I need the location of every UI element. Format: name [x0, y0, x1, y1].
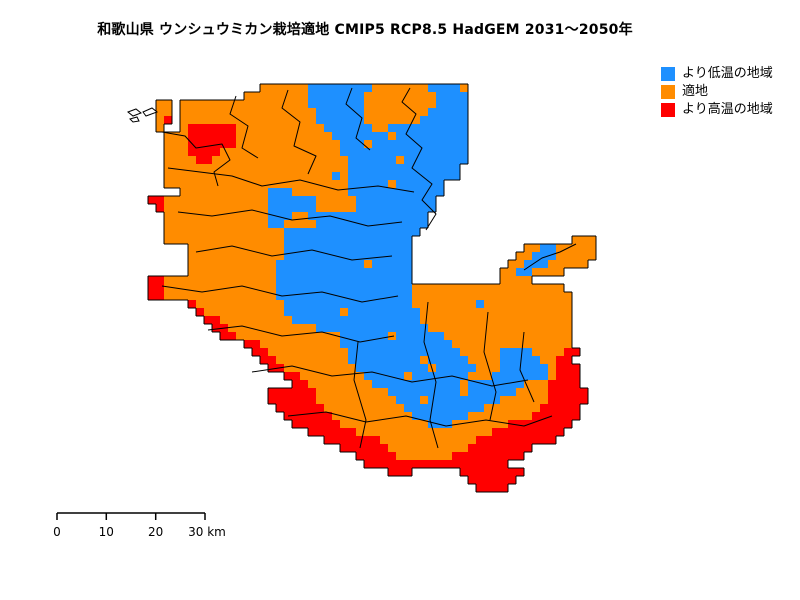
legend-swatch-warmer-icon	[661, 102, 675, 117]
legend-item-cooler: より低温の地域	[661, 66, 773, 81]
legend-label-cooler: より低温の地域	[682, 66, 773, 81]
scale-label-10: 10	[99, 525, 114, 539]
legend-swatch-cooler-icon	[661, 66, 675, 81]
legend-item-suitable: 適地	[661, 84, 773, 99]
map-title: 和歌山県 ウンシュウミカン栽培適地 CMIP5 RCP8.5 HadGEM 20…	[97, 22, 633, 38]
scale-label-0: 0	[53, 525, 61, 539]
legend-swatch-suitable-icon	[661, 84, 675, 99]
legend-item-warmer: より高温の地域	[661, 102, 773, 117]
legend: より低温の地域 適地 より高温の地域	[661, 66, 773, 120]
legend-label-warmer: より高温の地域	[682, 102, 773, 117]
scale-bar-line	[56, 512, 206, 520]
scale-bar: 0 10 20 30 km	[53, 512, 226, 539]
legend-label-suitable: 適地	[682, 84, 709, 99]
scale-label-20: 20	[148, 525, 163, 539]
scale-label-30km: 30 km	[188, 525, 226, 539]
